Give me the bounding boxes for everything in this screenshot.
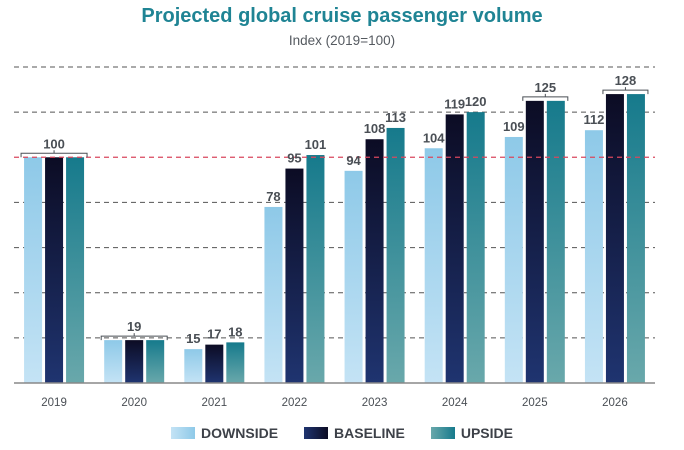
bar-downside-2025 — [504, 136, 523, 383]
bar-baseline-2022 — [285, 168, 304, 383]
data-label-2023-108: 108 — [364, 121, 386, 136]
x-tick-label-2020: 2020 — [121, 397, 147, 409]
bar-upside-2020 — [146, 340, 165, 383]
bar-baseline-2023 — [365, 139, 384, 383]
data-label-2021-17: 17 — [207, 327, 221, 342]
data-label-2025-125: 125 — [534, 80, 556, 95]
bar-downside-2020 — [104, 340, 123, 383]
bar-baseline-2024 — [445, 114, 464, 384]
bar-downside-2026 — [584, 130, 603, 383]
x-tick-label-2024: 2024 — [442, 397, 468, 409]
legend-swatch-baseline — [304, 427, 329, 439]
bar-downside-2021 — [184, 349, 203, 383]
bar-baseline-2025 — [525, 100, 544, 383]
data-label-2019-100: 100 — [43, 136, 65, 151]
bar-baseline-2026 — [605, 94, 624, 383]
label-bracket-2019 — [20, 150, 88, 158]
chart-title: Projected global cruise passenger volume — [141, 5, 543, 27]
x-tick-label-2023: 2023 — [362, 397, 388, 409]
legend-item-baseline: BASELINE — [304, 425, 405, 441]
bar-upside-2019 — [66, 157, 85, 383]
x-tick-label-2022: 2022 — [282, 397, 308, 409]
bar-upside-2022 — [306, 155, 325, 383]
data-label-2025-109: 109 — [503, 119, 525, 134]
bar-upside-2023 — [386, 127, 405, 383]
data-label-2026-112: 112 — [583, 112, 604, 127]
x-tick-label-2026: 2026 — [602, 397, 628, 409]
data-label-2021-18: 18 — [228, 324, 242, 339]
data-label-2024-119: 119 — [444, 96, 465, 111]
data-label-2024-104: 104 — [423, 130, 445, 145]
data-label-2021-15: 15 — [186, 331, 200, 346]
bar-upside-2025 — [546, 100, 565, 383]
data-label-2022-95: 95 — [287, 151, 301, 166]
bar-downside-2023 — [344, 170, 363, 383]
x-axis: 2019 2020 2021 2022 2023 2024 2025 2026 — [14, 382, 655, 409]
bar-upside-2021 — [226, 342, 245, 383]
data-label-2020-19: 19 — [127, 319, 141, 334]
legend-item-upside: UPSIDE — [430, 425, 513, 441]
label-bracket-2020 — [100, 333, 168, 341]
data-label-2024-120: 120 — [465, 94, 487, 109]
bars — [24, 94, 645, 384]
x-tick-label-2021: 2021 — [202, 397, 228, 409]
legend-swatch-upside — [430, 427, 455, 439]
bar-upside-2026 — [626, 94, 645, 383]
bar-downside-2022 — [264, 206, 283, 383]
legend-label-upside: UPSIDE — [460, 425, 513, 441]
data-label-2022-78: 78 — [266, 189, 280, 204]
data-label-2023-94: 94 — [346, 153, 361, 168]
x-tick-label-2025: 2025 — [522, 397, 548, 409]
x-tick-label-2019: 2019 — [41, 397, 67, 409]
bar-downside-2019 — [24, 157, 43, 383]
data-label-2026-128: 128 — [615, 73, 637, 88]
legend-item-downside: DOWNSIDE — [171, 425, 278, 441]
bar-upside-2024 — [466, 112, 485, 384]
legend-label-downside: DOWNSIDE — [201, 425, 279, 441]
legend-label-baseline: BASELINE — [334, 425, 405, 441]
label-bracket-2025 — [522, 93, 569, 101]
data-label-2023-113: 113 — [385, 110, 406, 125]
bar-baseline-2021 — [205, 344, 224, 383]
chart-subtitle: Index (2019=100) — [288, 33, 396, 48]
data-label-2022-101: 101 — [305, 137, 327, 152]
bar-baseline-2020 — [125, 340, 144, 383]
bar-downside-2024 — [424, 148, 443, 383]
label-bracket-2026 — [602, 87, 649, 95]
bar-baseline-2019 — [45, 157, 64, 383]
legend: DOWNSIDE BASELINE UPSIDE — [0, 425, 684, 441]
legend-swatch-downside — [171, 427, 196, 439]
